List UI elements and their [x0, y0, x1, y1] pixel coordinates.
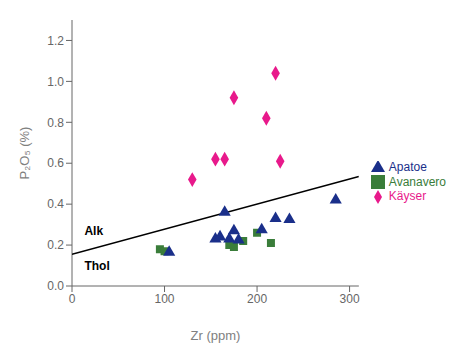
html-text:Avanavero: Avanavero: [388, 174, 446, 189]
svg-text:1.2: 1.2: [47, 34, 64, 48]
svg-text:300: 300: [340, 292, 360, 306]
html-text:Apatoe: Apatoe: [388, 159, 427, 174]
svg-text:Alk: Alk: [84, 224, 103, 238]
svg-text:0.4: 0.4: [47, 197, 64, 211]
svg-text:100: 100: [155, 292, 175, 306]
svg-text:Thol: Thol: [84, 259, 109, 273]
html-text:Käyser: Käyser: [388, 189, 427, 204]
svg-text:Zr (ppm): Zr (ppm): [191, 328, 241, 343]
svg-text:0: 0: [69, 292, 76, 306]
svg-text:0.8: 0.8: [47, 116, 64, 130]
svg-text:200: 200: [247, 292, 267, 306]
svg-text:0.2: 0.2: [47, 238, 64, 252]
svg-text:1.0: 1.0: [47, 75, 64, 89]
svg-text:0.0: 0.0: [47, 279, 64, 293]
svg-text:P₂O₅ (%): P₂O₅ (%): [17, 127, 32, 180]
svg-text:0.6: 0.6: [47, 156, 64, 170]
